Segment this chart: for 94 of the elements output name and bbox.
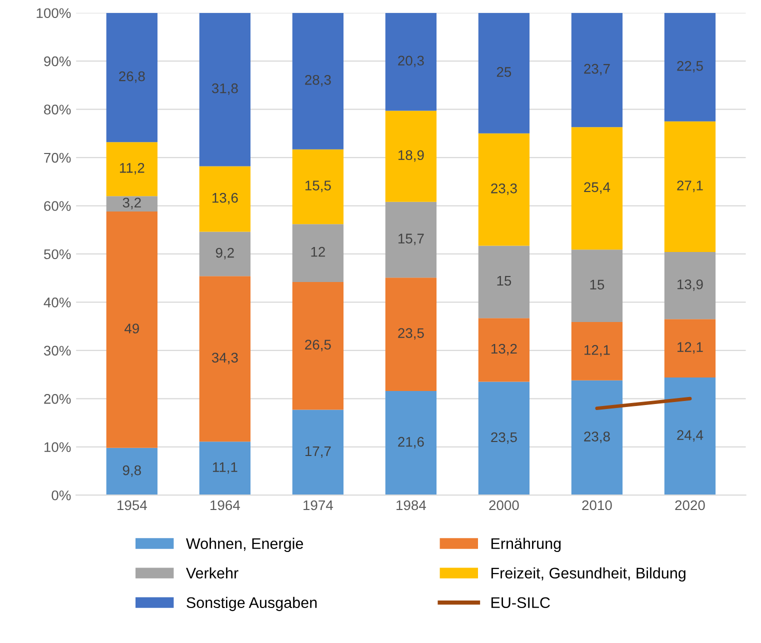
- data-label: 27,1: [677, 180, 703, 192]
- y-tick-label: 70%: [44, 152, 71, 163]
- legend-label: Wohnen, Energie: [186, 538, 304, 552]
- bar: [199, 276, 250, 442]
- bar: [664, 319, 716, 378]
- data-label: 20,3: [398, 56, 424, 68]
- data-label: 21,6: [398, 436, 424, 448]
- legend-label: Freizeit, Gesundheit, Bildung: [491, 567, 686, 582]
- bar: [106, 12, 158, 142]
- bar: [571, 127, 623, 250]
- bar: [385, 12, 437, 111]
- bar: [664, 252, 716, 320]
- data-label: 23,3: [491, 184, 517, 195]
- x-tick-label: 2000: [489, 500, 519, 510]
- y-tick-label: 100%: [36, 8, 71, 18]
- y-tick-label: 50%: [44, 249, 71, 260]
- bar: [199, 232, 250, 276]
- bar: [199, 166, 250, 232]
- data-label: 13,2: [491, 344, 517, 356]
- bar: [292, 410, 344, 496]
- bar: [292, 282, 344, 410]
- data-label: 23,7: [584, 64, 610, 76]
- data-label: 13,9: [678, 279, 703, 291]
- data-label: 15: [590, 280, 604, 290]
- bar: [106, 196, 158, 212]
- data-label: 23,5: [491, 432, 517, 444]
- bar: [478, 12, 530, 134]
- bar: [385, 202, 437, 278]
- data-label: 12,1: [678, 342, 703, 354]
- y-tick-label: 20%: [44, 394, 71, 404]
- x-tick-label: 2020: [675, 500, 705, 510]
- bar: [664, 121, 716, 252]
- data-label: 11,1: [212, 462, 238, 474]
- data-label: 13,6: [212, 192, 238, 204]
- data-label: 26,8: [119, 71, 145, 83]
- y-tick-label: 90%: [44, 56, 71, 66]
- bar: [292, 12, 344, 150]
- data-label: 24,4: [677, 430, 704, 442]
- bar: [385, 278, 437, 391]
- y-tick-label: 60%: [44, 201, 71, 211]
- bar: [664, 12, 716, 122]
- bar: [385, 390, 437, 496]
- legend-label: EU-SILC: [491, 597, 550, 608]
- x-tick-label: 1984: [396, 500, 426, 510]
- legend-label: Ernährung: [491, 538, 561, 552]
- bar: [292, 224, 344, 282]
- data-label: 17,7: [305, 446, 331, 458]
- data-label: 12: [311, 246, 325, 257]
- bar: [106, 142, 158, 196]
- bar: [571, 250, 623, 322]
- data-label: 18,9: [398, 150, 424, 162]
- bar: [106, 212, 158, 448]
- data-label: 25,4: [584, 182, 610, 194]
- x-tick-label: 2010: [582, 500, 612, 510]
- data-label: 22,5: [677, 61, 703, 72]
- legend-label: Verkehr: [186, 567, 238, 579]
- y-tick-label: 30%: [44, 346, 71, 356]
- bar: [571, 380, 623, 496]
- y-tick-label: 0%: [52, 490, 71, 500]
- bar: [385, 110, 437, 202]
- data-label: 28,3: [305, 74, 331, 86]
- bar: [199, 442, 250, 496]
- bar: [478, 133, 530, 246]
- y-tick-label: 40%: [44, 298, 71, 308]
- bar: [478, 382, 530, 496]
- data-label: 15,5: [305, 180, 331, 192]
- x-tick-label: 1954: [118, 500, 147, 510]
- data-label: 9,8: [122, 465, 141, 477]
- data-label: 9,2: [216, 248, 234, 260]
- data-label: 3,2: [122, 198, 141, 210]
- bar: [664, 377, 716, 496]
- bar: [199, 12, 250, 166]
- data-label: 23,8: [584, 432, 610, 444]
- data-label: 23,5: [398, 328, 424, 340]
- bar: [478, 318, 530, 382]
- legend-label: Sonstige Ausgaben: [186, 596, 317, 612]
- data-label: 15: [497, 276, 512, 286]
- data-label: 34,3: [212, 352, 238, 364]
- data-label: 11,2: [120, 163, 144, 174]
- bar: [292, 149, 344, 224]
- bar: [571, 12, 623, 128]
- data-label: 26,5: [305, 340, 331, 352]
- data-label: 15,7: [398, 234, 424, 246]
- data-label: 31,8: [212, 83, 238, 95]
- x-tick-label: 1974: [304, 500, 333, 510]
- bar: [106, 448, 158, 496]
- y-tick-label: 80%: [44, 104, 71, 114]
- bar: [571, 322, 623, 380]
- data-label: 49: [124, 324, 139, 334]
- y-tick-label: 10%: [44, 442, 71, 452]
- data-label: 12,1: [584, 345, 610, 357]
- x-tick-label: 1964: [210, 500, 240, 510]
- bar: [478, 246, 530, 318]
- data-label: 25: [496, 67, 512, 77]
